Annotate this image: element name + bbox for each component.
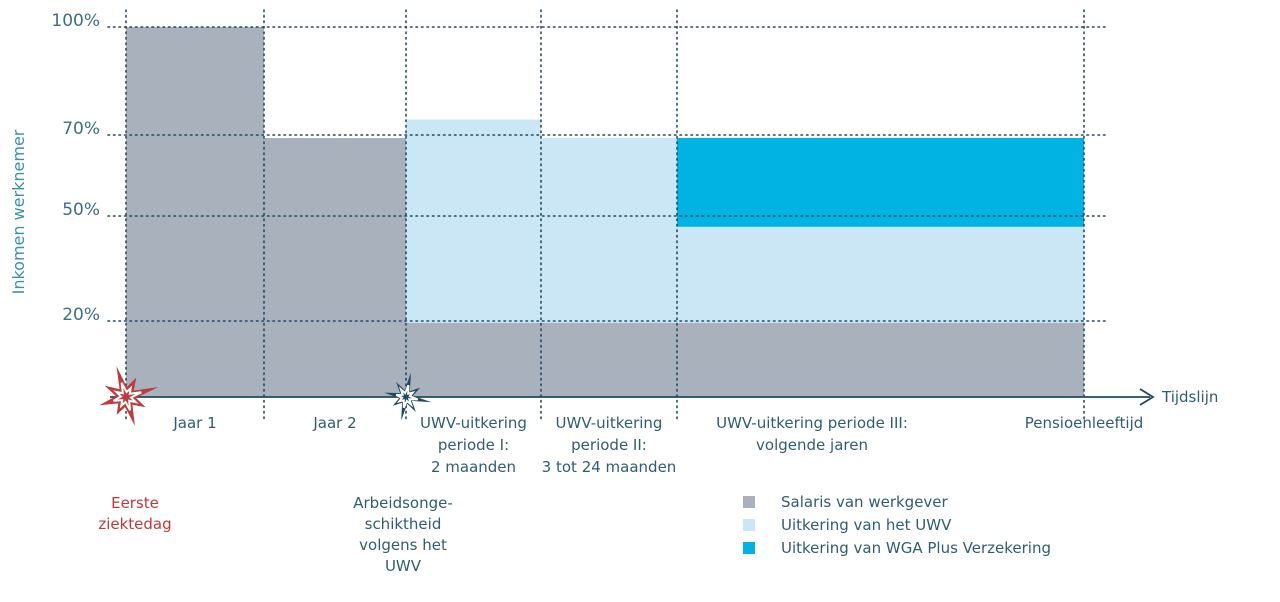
legend-label-0: Salaris van werkgever (781, 493, 949, 511)
bar-wga-4 (677, 138, 1084, 227)
x-axis-label: Tijdslijn (1161, 388, 1218, 406)
event-note-line: Eerste (111, 494, 159, 512)
bar-uwv-3 (541, 138, 677, 323)
burst-star-icon (99, 366, 159, 426)
phase-label-line: Jaar 2 (312, 414, 356, 432)
phase-label-line: 3 tot 24 maanden (542, 458, 677, 476)
phase-label-line: Jaar 1 (172, 414, 216, 432)
phase-label-3: UWV-uitkering periode II: 3 tot 24 maanden (542, 414, 677, 476)
phase-label-line: volgende jaren (756, 436, 868, 454)
phase-label-2: UWV-uitkering periode I: 2 maanden (420, 414, 527, 476)
event-note-0: Eerste ziektedag (98, 494, 171, 533)
event-markers: Eerste ziektedag Arbeidsonge-schiktheid vol… (98, 366, 453, 575)
event-note-line: volgens het (359, 536, 447, 554)
event-note-line: Arbeidsonge- (353, 494, 453, 512)
legend-label-2: Uitkering van WGA Plus Verzekering (781, 539, 1051, 557)
phase-label-line: UWV-uitkering (420, 414, 527, 432)
legend-label-1: Uitkering van het UWV (781, 516, 952, 534)
y-tick-label: 70% (62, 119, 100, 139)
axis-layer (110, 388, 1155, 406)
phase-label-line: periode I: (438, 436, 509, 454)
burst-star-icon (384, 372, 432, 421)
bar-salaris-0 (126, 27, 264, 397)
phase-label-1: Jaar 2 (312, 414, 356, 432)
legend-swatch-2 (743, 542, 755, 554)
event-marker-0: Eerste ziektedag (98, 366, 172, 533)
y-tick-label: 50% (62, 200, 100, 220)
event-marker-1: Arbeidsonge-schiktheid volgens het UWV (353, 372, 453, 575)
phase-labels: Jaar 1 Jaar 2 UWV-uitkering periode I: 2 maa… (172, 414, 1143, 476)
bars-layer (126, 27, 1084, 397)
phase-label-line: UWV-uitkering periode III: (716, 414, 908, 432)
x-axis-arrow-icon (1139, 388, 1155, 406)
bar-salaris-2 (406, 323, 541, 397)
y-tick-label: 100% (51, 11, 100, 31)
bar-salaris-4 (677, 323, 1084, 397)
legend: Salaris van werkgever Uitkering van het U… (743, 493, 1051, 557)
phase-label-line: 2 maanden (431, 458, 516, 476)
y-tick-label: 20% (62, 305, 100, 325)
grid-layer (107, 9, 1107, 421)
bar-salaris-3 (541, 323, 677, 397)
phase-label-5: Pensioenleeftijd (1025, 414, 1144, 432)
phase-label-line: Pensioenleeftijd (1025, 414, 1144, 432)
y-axis-label: Inkomen werknemer (9, 129, 28, 294)
event-note-line: schiktheid (365, 515, 442, 533)
legend-swatch-0 (743, 496, 755, 508)
event-note-1: Arbeidsonge-schiktheid volgens het UWV (353, 494, 453, 575)
phase-label-line: periode II: (571, 436, 647, 454)
phase-label-0: Jaar 1 (172, 414, 216, 432)
y-tick-labels: 100% 70% 50% 20% (51, 11, 100, 325)
phase-label-4: UWV-uitkering periode III: volgende jaren (716, 414, 908, 454)
phase-label-line: UWV-uitkering (556, 414, 663, 432)
burst-star-inner-icon (113, 382, 142, 411)
burst-star-inner-icon (395, 384, 419, 409)
bar-uwv-2 (406, 119, 541, 323)
event-note-line: ziektedag (98, 515, 171, 533)
event-note-line: UWV (385, 557, 422, 575)
bar-uwv-4 (677, 226, 1084, 323)
bar-salaris-1 (264, 138, 406, 397)
legend-swatch-1 (743, 519, 755, 531)
